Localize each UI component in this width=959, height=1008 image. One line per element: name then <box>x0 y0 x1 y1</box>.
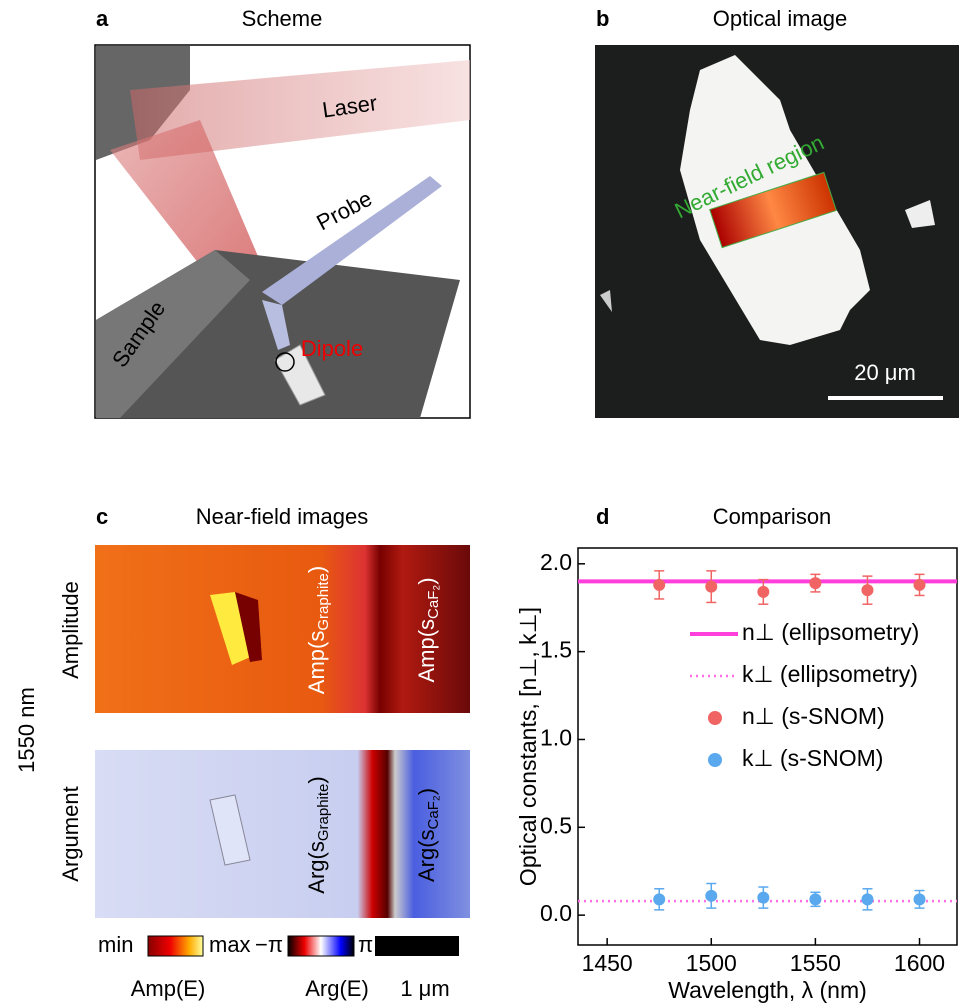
legend-label: k⊥ (ellipsometry) <box>742 661 918 687</box>
chart-title: Comparison <box>713 504 832 529</box>
panel-title: Optical image <box>713 6 848 31</box>
x-axis-label: Wavelength, λ (nm) <box>668 977 867 1003</box>
legend-marker <box>708 753 722 767</box>
data-point <box>861 584 873 596</box>
legend-marker <box>708 711 722 725</box>
data-point <box>861 893 873 905</box>
y-tick-label: 2.0 <box>540 549 572 575</box>
data-point <box>914 579 926 591</box>
y-tick-label: 1.5 <box>540 637 572 663</box>
colorbar <box>148 936 203 956</box>
data-point <box>757 586 769 598</box>
colorbar-label: −π <box>255 932 283 957</box>
x-tick-label: 1500 <box>686 950 737 976</box>
colorbar-label: min <box>98 932 133 957</box>
legend-label: k⊥ (s-SNOM) <box>742 745 883 771</box>
data-point <box>914 893 926 905</box>
panel-letter: c <box>96 504 108 529</box>
row-label: 1550 nm <box>14 687 39 773</box>
data-point <box>705 890 717 902</box>
y-tick-label: 1.0 <box>540 725 572 751</box>
panel-letter: a <box>96 6 109 31</box>
data-point <box>705 581 717 593</box>
label: Dipole <box>301 336 363 361</box>
panel-letter: b <box>596 6 609 31</box>
data-point <box>653 579 665 591</box>
colorbar-label: max <box>209 932 251 957</box>
x-tick-label: 1600 <box>894 950 945 976</box>
figure: a Scheme Laser Probe Sample Dipole b Opt… <box>0 0 959 1008</box>
scheme-image <box>95 45 470 418</box>
colorbar <box>288 936 354 956</box>
colorbar-title: Amp(E) <box>131 976 206 1001</box>
x-tick-label: 1450 <box>582 950 633 976</box>
panel-title: Near-field images <box>196 504 368 529</box>
scale-bar <box>375 936 459 956</box>
data-point <box>809 577 821 589</box>
y-tick-label: 0.5 <box>540 812 572 838</box>
scale-label: 20 μm <box>854 360 916 385</box>
legend-label: n⊥ (ellipsometry) <box>742 619 919 645</box>
panel-title: Scheme <box>242 6 323 31</box>
x-tick-label: 1550 <box>790 950 841 976</box>
row-label: Argument <box>58 786 83 881</box>
row-label: Amplitude <box>58 581 83 679</box>
colorbar-label: π <box>358 932 373 957</box>
data-point <box>653 893 665 905</box>
y-axis-label: Optical constants, [n⊥, k⊥] <box>515 607 541 886</box>
data-point <box>809 893 821 905</box>
scale-label: 1 μm <box>400 976 449 1001</box>
panel-letter: d <box>596 504 609 529</box>
y-tick-label: 0.0 <box>540 900 572 926</box>
legend-label: n⊥ (s-SNOM) <box>742 703 885 729</box>
colorbar-title: Arg(E) <box>305 976 369 1001</box>
data-point <box>757 892 769 904</box>
